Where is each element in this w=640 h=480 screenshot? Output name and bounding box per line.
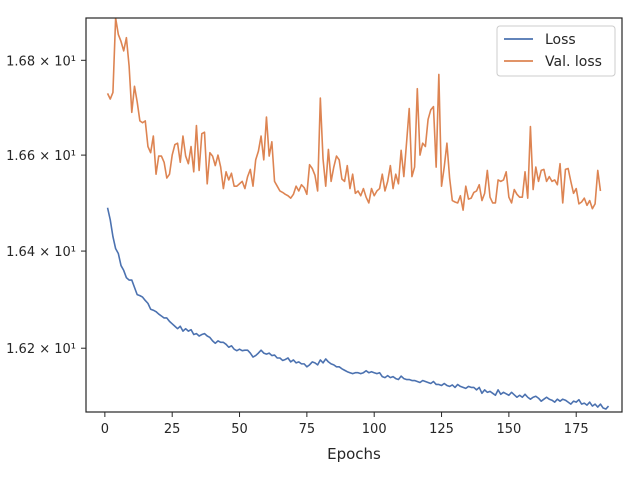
x-ticks: 0 25 50 75 100 125 150 175 <box>101 412 589 437</box>
series-line-loss <box>106 207 610 410</box>
y-tick-label: 1.62 × 10¹ <box>6 342 76 357</box>
x-tick-label: 50 <box>231 422 248 437</box>
x-tick-label: 150 <box>496 422 521 437</box>
y-ticks: 1.62 × 10¹ 1.64 × 10¹ 1.66 × 10¹ 1.68 × 10¹ <box>6 54 86 357</box>
x-tick-label: 125 <box>429 422 454 437</box>
y-tick-label: 1.64 × 10¹ <box>6 245 76 260</box>
legend-entry: Loss <box>545 32 576 48</box>
legend: Loss Val. loss <box>496 25 616 77</box>
x-axis-label: Epochs <box>327 445 381 463</box>
series-lines <box>106 18 610 410</box>
x-tick-label: 175 <box>564 422 589 437</box>
y-tick-label: 1.68 × 10¹ <box>6 54 76 69</box>
y-tick-label: 1.66 × 10¹ <box>6 149 76 164</box>
x-tick-label: 75 <box>299 422 316 437</box>
x-tick-label: 100 <box>362 422 387 437</box>
plot-frame <box>85 17 623 413</box>
x-tick-label: 25 <box>164 422 181 437</box>
x-tick-label: 0 <box>101 422 109 437</box>
legend-entry: Val. loss <box>545 54 602 70</box>
series-line-val-loss <box>106 18 602 211</box>
